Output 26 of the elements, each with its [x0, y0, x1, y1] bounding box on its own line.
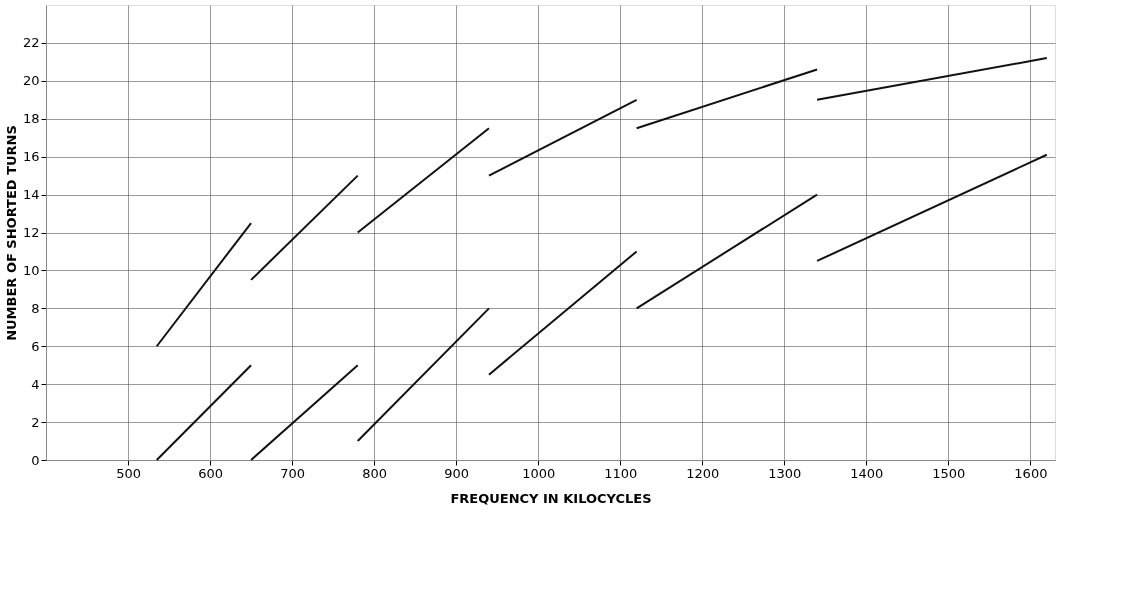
x-tick-label: 1000	[522, 465, 556, 481]
y-tick-label: 22	[22, 35, 40, 51]
y-tick-label: 20	[22, 73, 40, 89]
x-tick-label: 800	[362, 465, 388, 481]
y-tick-label: 12	[22, 225, 40, 240]
x-tick-label: 1100	[604, 465, 638, 481]
y-tick-label: 10	[22, 262, 40, 278]
y-tick-label: 2	[31, 414, 40, 430]
y-tick-label: 14	[22, 187, 40, 203]
y-tick-label: 16	[22, 149, 40, 165]
x-tick-label: 700	[280, 465, 306, 481]
x-tick-label: 1300	[768, 465, 802, 481]
x-tick-label: 1500	[932, 465, 966, 481]
x-tick-label: 600	[198, 465, 223, 481]
y-tick-label: 4	[31, 376, 40, 392]
y-tick-label: 0	[31, 452, 40, 468]
x-tick-label: 1200	[686, 465, 720, 481]
x-tick-label: 1400	[850, 465, 884, 481]
y-tick-label: 6	[31, 338, 40, 354]
y-tick-label: 8	[31, 300, 40, 316]
x-tick-label: 900	[444, 465, 470, 481]
x-tick-label: 1600	[1014, 465, 1048, 481]
y-tick-label: 18	[22, 111, 40, 127]
x-tick-label: 500	[116, 465, 141, 481]
y-axis-title: NUMBER OF SHORTED TURNS	[3, 125, 19, 341]
x-axis-title: FREQUENCY IN KILOCYCLES	[450, 490, 652, 506]
